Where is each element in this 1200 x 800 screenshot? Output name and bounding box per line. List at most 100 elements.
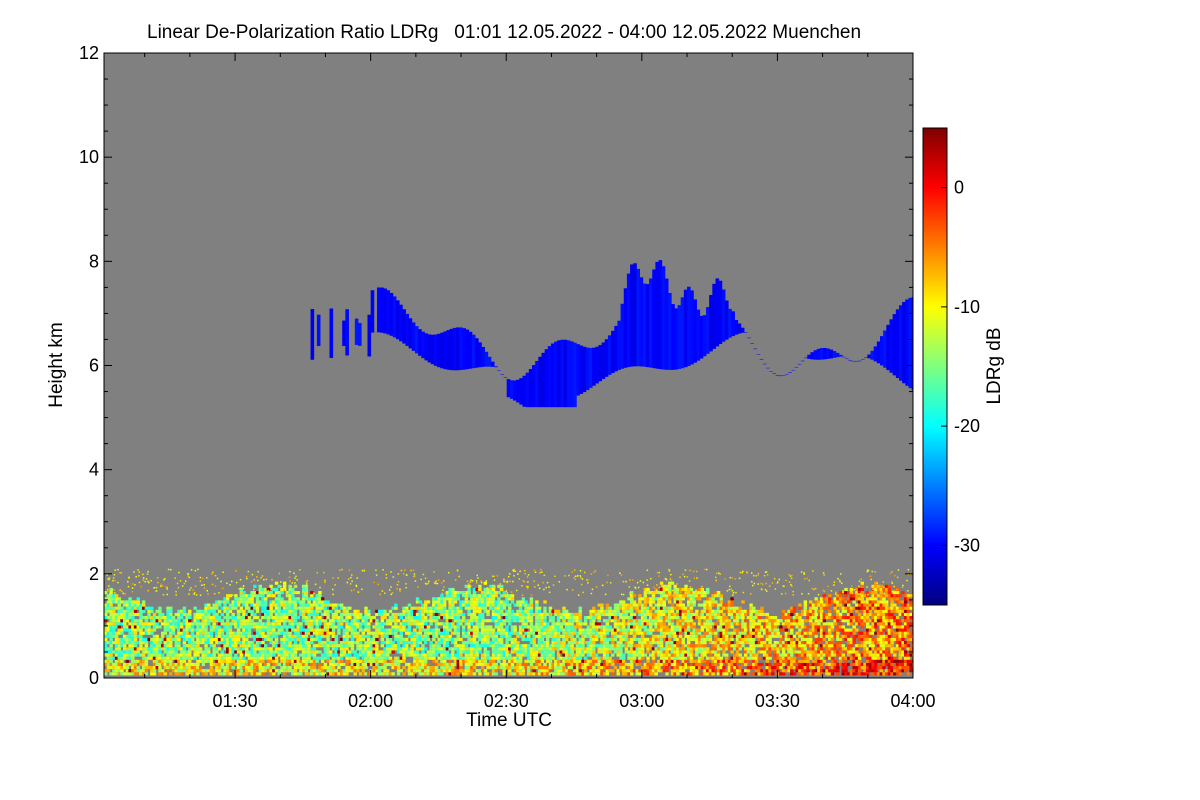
heatmap-cell xyxy=(619,659,623,663)
heatmap-cell xyxy=(716,628,721,632)
heatmap-cell xyxy=(323,656,328,660)
heatmap-cell xyxy=(430,334,435,365)
heatmap-cell xyxy=(144,619,149,623)
heatmap-cell xyxy=(611,609,615,613)
heatmap-cell xyxy=(361,653,366,657)
heatmap-cell xyxy=(848,359,852,361)
heatmap-cell xyxy=(350,656,355,660)
heatmap-cell xyxy=(307,603,311,607)
heatmap-cell xyxy=(231,619,235,623)
heatmap-cell xyxy=(651,612,656,617)
heatmap-cell xyxy=(730,662,734,667)
heatmap-cell xyxy=(274,619,279,623)
heatmap-cell xyxy=(236,637,241,642)
heatmap-cell xyxy=(632,634,637,638)
heatmap-cell xyxy=(567,628,572,632)
heatmap-cell xyxy=(665,606,669,610)
heatmap-cell xyxy=(518,603,523,607)
heatmap-cell xyxy=(131,616,135,620)
heatmap-cell xyxy=(318,669,322,673)
heatmap-cell xyxy=(337,662,341,667)
heatmap-cell xyxy=(652,269,656,369)
heatmap-cell xyxy=(109,612,113,617)
heatmap-cell xyxy=(627,606,631,610)
heatmap-cell xyxy=(242,622,246,626)
heatmap-cell xyxy=(689,659,694,663)
heatmap-cell xyxy=(733,672,737,676)
heatmap-cell xyxy=(527,659,531,663)
heatmap-cell xyxy=(139,659,143,663)
heatmap-cell xyxy=(741,625,745,629)
heatmap-cell xyxy=(451,622,455,626)
heatmap-cell xyxy=(152,622,157,626)
heatmap-cell xyxy=(405,606,409,610)
heatmap-cell xyxy=(668,619,672,623)
heatmap-cell xyxy=(722,616,726,620)
heatmap-cell xyxy=(697,603,702,607)
heatmap-cell xyxy=(418,669,422,673)
heatmap-cell xyxy=(724,606,729,610)
heatmap-cell xyxy=(114,659,119,663)
heatmap-cell xyxy=(318,600,322,604)
heatmap-cell xyxy=(475,628,479,632)
heatmap-cell xyxy=(274,600,279,604)
heatmap-cell xyxy=(608,628,612,632)
heatmap-cell xyxy=(670,672,675,676)
heatmap-cell xyxy=(423,647,428,651)
heatmap-cell xyxy=(525,372,530,408)
heatmap-cell xyxy=(185,628,189,632)
heatmap-cell xyxy=(472,662,477,667)
heatmap-cell xyxy=(456,606,460,610)
heatmap-cell xyxy=(472,625,477,629)
heatmap-cell xyxy=(635,631,639,635)
heatmap-cell xyxy=(543,600,547,604)
heatmap-cell xyxy=(377,653,382,657)
heatmap-cell xyxy=(638,669,642,673)
heatmap-cell xyxy=(261,653,265,657)
heatmap-cell xyxy=(234,672,238,676)
heatmap-cell xyxy=(155,622,159,626)
heatmap-cell xyxy=(117,606,121,610)
heatmap-cell xyxy=(494,616,498,620)
heatmap-cell xyxy=(467,653,471,657)
heatmap-cell xyxy=(516,609,520,613)
heatmap-cell xyxy=(247,606,252,610)
heatmap-cell xyxy=(383,666,387,670)
heatmap-cell xyxy=(589,666,593,670)
heatmap-cell xyxy=(158,637,162,642)
heatmap-cell xyxy=(521,634,526,638)
heatmap-cell xyxy=(546,644,550,648)
heatmap-cell xyxy=(461,603,466,607)
heatmap-cell xyxy=(136,659,140,663)
heatmap-cell xyxy=(131,625,135,629)
heatmap-cell xyxy=(217,616,222,620)
heatmap-cell xyxy=(133,600,138,604)
heatmap-cell xyxy=(348,641,352,645)
heatmap-cell xyxy=(304,622,309,626)
heatmap-cell xyxy=(163,662,168,667)
heatmap-cell xyxy=(215,669,219,673)
heatmap-cell xyxy=(600,662,604,667)
heatmap-cell xyxy=(695,662,699,667)
heatmap-cell xyxy=(592,631,596,635)
heatmap-cell xyxy=(263,647,268,651)
heatmap-cell xyxy=(112,612,116,617)
heatmap-cell xyxy=(583,622,588,626)
heatmap-cell xyxy=(562,609,566,613)
heatmap-cell xyxy=(649,628,653,632)
heatmap-cell xyxy=(706,631,710,635)
heatmap-cell xyxy=(562,656,566,660)
heatmap-cell xyxy=(703,644,707,648)
heatmap-cell xyxy=(348,659,352,663)
heatmap-cell xyxy=(613,622,618,626)
heatmap-cell xyxy=(331,606,336,610)
heatmap-cell xyxy=(196,644,200,648)
heatmap-cell xyxy=(402,612,406,617)
heatmap-cell xyxy=(215,619,219,623)
heatmap-cell xyxy=(673,647,677,651)
heatmap-cell xyxy=(643,631,648,635)
heatmap-cell xyxy=(415,625,420,629)
heatmap-cell xyxy=(407,669,412,673)
heatmap-cell xyxy=(377,672,382,676)
heatmap-cell xyxy=(486,597,490,601)
